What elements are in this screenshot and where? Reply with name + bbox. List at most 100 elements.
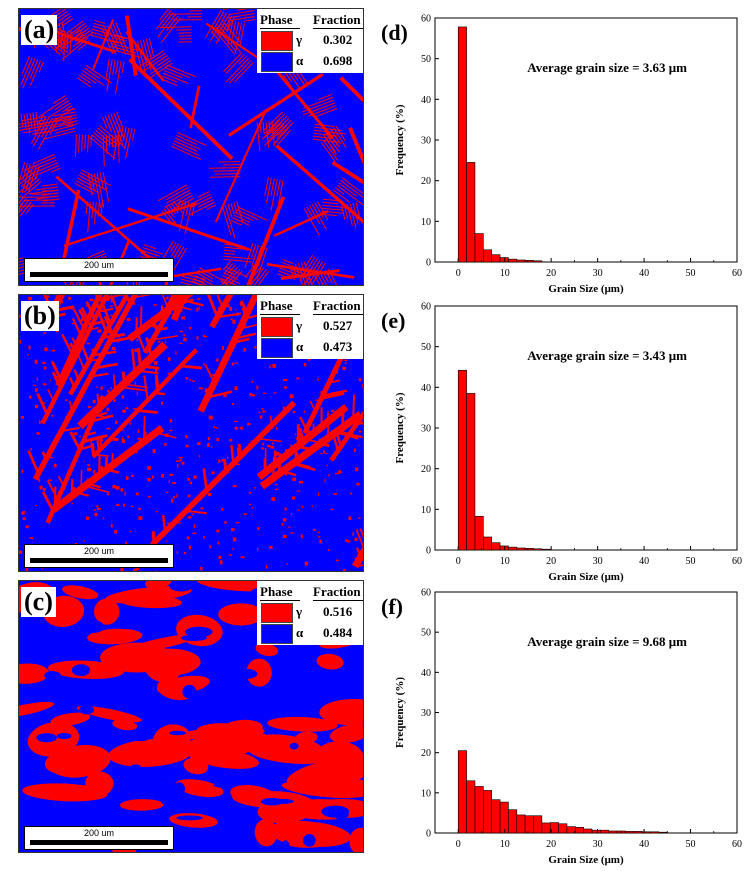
y-tick-label: 30 bbox=[421, 136, 431, 147]
x-tick-label: 60 bbox=[732, 839, 742, 850]
histogram-bar bbox=[491, 542, 501, 551]
y-tick-label: 30 bbox=[421, 708, 431, 719]
x-tick-label: 30 bbox=[593, 839, 603, 850]
x-tick-label: 20 bbox=[546, 268, 556, 279]
scale-bar-label: 200 um bbox=[83, 828, 115, 838]
histogram-bar bbox=[633, 831, 643, 834]
histogram-bar bbox=[483, 536, 492, 551]
histogram-bar bbox=[641, 831, 651, 834]
y-tick-label: 10 bbox=[421, 788, 431, 799]
y-tick-label: 10 bbox=[421, 505, 431, 516]
histogram-bar bbox=[457, 26, 467, 263]
histogram-bar bbox=[474, 786, 484, 834]
histogram-bar bbox=[483, 790, 492, 834]
x-tick-label: 50 bbox=[686, 268, 696, 279]
x-tick-label: 50 bbox=[686, 839, 696, 850]
scale-bar: 200 um bbox=[24, 826, 174, 850]
histogram-bar bbox=[524, 260, 534, 263]
average-grain-size-annotation: Average grain size = 9.68 μm bbox=[527, 634, 687, 649]
y-tick-label: 40 bbox=[421, 668, 431, 679]
alpha-fraction: 0.473 bbox=[323, 339, 353, 354]
histogram-bar bbox=[575, 827, 584, 834]
gamma-fraction: 0.302 bbox=[323, 32, 353, 47]
alpha-fraction: 0.484 bbox=[323, 625, 353, 640]
legend-header-fraction: Fraction bbox=[313, 584, 363, 601]
histogram-bar bbox=[625, 831, 635, 834]
gamma-swatch bbox=[261, 317, 293, 337]
scale-bar-line bbox=[30, 558, 168, 563]
histogram-bar bbox=[600, 829, 610, 834]
scale-bar: 200 um bbox=[24, 544, 174, 568]
gamma-symbol: γ bbox=[296, 604, 303, 619]
histogram-bar bbox=[516, 259, 526, 263]
x-tick-label: 50 bbox=[686, 556, 696, 567]
y-tick-label: 20 bbox=[421, 748, 431, 759]
gamma-fraction: 0.516 bbox=[323, 604, 353, 619]
x-tick-label: 10 bbox=[500, 839, 510, 850]
y-tick-label: 20 bbox=[421, 176, 431, 187]
histogram-bar bbox=[491, 254, 501, 263]
y-tick-label: 50 bbox=[421, 628, 431, 639]
gamma-swatch bbox=[261, 603, 293, 623]
histogram-bar bbox=[608, 830, 618, 834]
histogram-bar bbox=[508, 258, 518, 263]
alpha-fraction: 0.698 bbox=[323, 53, 353, 68]
histogram-bar bbox=[457, 750, 467, 834]
x-tick-label: 0 bbox=[456, 268, 461, 279]
histogram-bar bbox=[533, 548, 543, 551]
x-tick-label: 30 bbox=[593, 268, 603, 279]
histogram-bar bbox=[591, 829, 601, 834]
histogram-d: (d) 0 10 20 30 40 50 60 0 10 20 30 40 50 60 Grain Size … bbox=[375, 10, 753, 300]
x-tick-label: 40 bbox=[639, 839, 649, 850]
x-axis-label: Grain Size (μm) bbox=[548, 854, 624, 866]
y-tick-label: 10 bbox=[421, 217, 431, 228]
gamma-fraction: 0.527 bbox=[323, 318, 353, 333]
scale-bar-line bbox=[30, 272, 168, 277]
phase-legend: Phase Fraction γ 0.527 α 0.473 bbox=[257, 295, 363, 359]
legend-header-phase: Phase bbox=[260, 584, 300, 601]
y-axis-label: Frequency (%) bbox=[394, 392, 406, 463]
histogram-bar bbox=[541, 822, 551, 834]
y-tick-label: 50 bbox=[421, 342, 431, 353]
panel-label: (e) bbox=[381, 308, 405, 333]
phase-map-a: (a) Phase Fraction γ 0.302 α 0.698 200 u… bbox=[18, 8, 364, 286]
histogram-bar bbox=[533, 815, 543, 834]
histogram-bar bbox=[466, 780, 476, 834]
y-tick-label: 60 bbox=[421, 302, 431, 313]
x-tick-label: 10 bbox=[500, 268, 510, 279]
histogram-bar bbox=[558, 823, 568, 834]
x-tick-label: 30 bbox=[593, 556, 603, 567]
x-tick-label: 40 bbox=[639, 268, 649, 279]
histogram-bar bbox=[491, 799, 501, 834]
histogram-bar bbox=[474, 233, 484, 263]
y-axis-label: Frequency (%) bbox=[394, 677, 406, 748]
histogram-chart: (d) 0 10 20 30 40 50 60 0 10 20 30 40 50 60 Grain Size … bbox=[381, 14, 742, 296]
alpha-swatch bbox=[261, 338, 293, 358]
scale-bar: 200 um bbox=[24, 258, 174, 282]
scale-bar-label: 200 um bbox=[83, 546, 115, 556]
panel-label: (a) bbox=[21, 15, 58, 45]
x-tick-label: 40 bbox=[639, 556, 649, 567]
histogram-f: (f) 0 10 20 30 40 50 60 0 10 20 30 40 50 60 Grain Size … bbox=[375, 584, 753, 871]
panel-label: (f) bbox=[381, 594, 403, 619]
histogram-bar bbox=[616, 830, 626, 834]
x-tick-label: 20 bbox=[546, 839, 556, 850]
y-tick-label: 0 bbox=[426, 258, 431, 269]
alpha-swatch bbox=[261, 624, 293, 644]
histogram-bar bbox=[466, 162, 476, 263]
histogram-bar bbox=[658, 831, 668, 834]
x-tick-label: 10 bbox=[500, 556, 510, 567]
panel-label: (b) bbox=[21, 301, 59, 331]
x-tick-label: 60 bbox=[732, 556, 742, 567]
y-tick-label: 50 bbox=[421, 54, 431, 65]
phase-map-c: (c) Phase Fraction γ 0.516 α 0.484 200 u… bbox=[18, 580, 364, 853]
average-grain-size-annotation: Average grain size = 3.43 μm bbox=[527, 348, 687, 363]
histogram-bar bbox=[524, 548, 534, 551]
histogram-chart: (f) 0 10 20 30 40 50 60 0 10 20 30 40 50 60 Grain Size … bbox=[381, 588, 742, 867]
histogram-bar bbox=[474, 515, 484, 551]
histogram-bar bbox=[499, 801, 509, 834]
histogram-bar bbox=[483, 249, 492, 263]
y-tick-label: 40 bbox=[421, 95, 431, 106]
alpha-symbol: α bbox=[296, 53, 304, 68]
y-tick-label: 60 bbox=[421, 14, 431, 25]
